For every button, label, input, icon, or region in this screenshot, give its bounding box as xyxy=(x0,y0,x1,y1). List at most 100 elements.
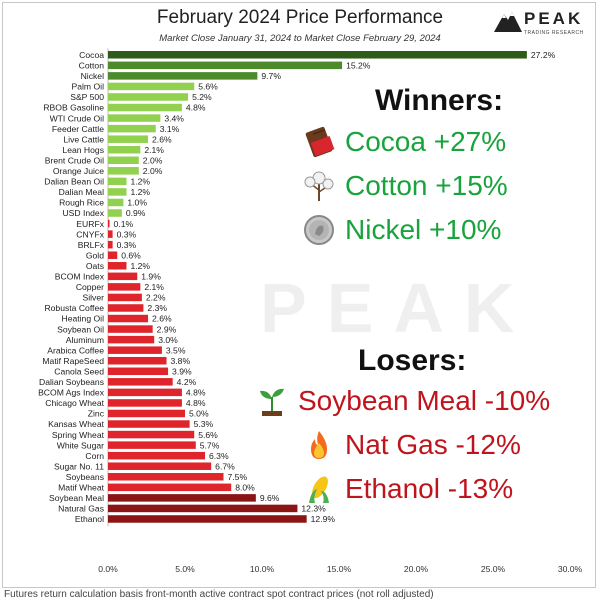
category-label: Feeder Cattle xyxy=(52,124,104,134)
seedling-icon xyxy=(260,388,284,416)
value-label: 0.9% xyxy=(126,208,146,218)
category-label: Gold xyxy=(86,250,104,260)
loser-item: Soybean Meal -10% xyxy=(256,385,550,417)
bar xyxy=(108,283,141,291)
value-label: 4.8% xyxy=(186,388,206,398)
value-label: 1.9% xyxy=(141,272,161,282)
category-label: Soybean Meal xyxy=(49,493,104,503)
value-label: 5.6% xyxy=(198,82,218,92)
category-label: Dalian Bean Oil xyxy=(44,177,104,187)
value-label: 3.9% xyxy=(172,366,192,376)
x-tick-label: 10.0% xyxy=(250,564,275,574)
bar xyxy=(108,167,139,175)
bar xyxy=(108,72,258,80)
bar xyxy=(108,262,127,270)
category-label: Sugar No. 11 xyxy=(54,461,104,471)
loser-label: Ethanol -13% xyxy=(345,473,514,504)
value-label: 1.2% xyxy=(130,177,150,187)
bar xyxy=(108,409,185,418)
category-label: Matif Wheat xyxy=(58,483,104,493)
x-tick-label: 30.0% xyxy=(558,564,583,574)
value-label: 0.6% xyxy=(121,250,141,260)
value-label: 4.2% xyxy=(177,377,197,387)
x-tick-label: 0.0% xyxy=(98,564,118,574)
bar xyxy=(108,188,127,196)
value-label: 3.8% xyxy=(171,356,191,366)
peak-logo: PEAK TRADING RESEARCH xyxy=(494,6,594,46)
category-label: CNYFx xyxy=(76,229,104,239)
category-label: WTI Crude Oil xyxy=(50,113,105,123)
bar xyxy=(108,483,232,492)
bar xyxy=(108,378,173,386)
category-label: Dalian Meal xyxy=(59,187,104,197)
category-label: Ethanol xyxy=(75,514,104,524)
value-label: 8.0% xyxy=(235,483,255,493)
category-label: Cocoa xyxy=(79,50,104,60)
losers-heading: Losers: xyxy=(358,344,467,377)
bar xyxy=(108,124,156,133)
bar xyxy=(108,462,212,470)
value-label: 6.7% xyxy=(215,461,235,471)
bar xyxy=(108,399,182,407)
bar xyxy=(108,473,224,481)
category-label: RBOB Gasoline xyxy=(43,103,104,113)
category-label: Canola Seed xyxy=(54,366,104,376)
value-label: 15.2% xyxy=(346,61,371,71)
category-label: Nickel xyxy=(81,71,104,81)
value-label: 6.3% xyxy=(209,451,229,461)
bar xyxy=(108,82,195,91)
category-label: Cotton xyxy=(79,61,105,71)
value-label: 9.7% xyxy=(261,71,281,81)
category-label: Live Cattle xyxy=(63,134,104,144)
bar xyxy=(108,209,122,217)
winner-label: Nickel +10% xyxy=(345,214,502,245)
bar xyxy=(108,251,118,259)
value-label: 2.1% xyxy=(144,282,164,292)
bar xyxy=(108,515,307,523)
category-label: White Sugar xyxy=(57,440,104,450)
watermark: PEAK xyxy=(260,269,535,347)
category-label: USD Index xyxy=(62,208,104,218)
category-label: Soybeans xyxy=(66,472,104,482)
bar xyxy=(108,114,161,122)
value-label: 5.0% xyxy=(189,409,209,419)
category-label: Arabica Coffee xyxy=(47,345,104,355)
bar xyxy=(108,61,343,70)
value-label: 7.5% xyxy=(228,472,248,482)
bar xyxy=(108,156,139,165)
category-label: Matif RapeSeed xyxy=(42,356,104,366)
value-label: 3.0% xyxy=(158,335,178,345)
value-label: 0.3% xyxy=(117,229,137,239)
category-label: BRLFx xyxy=(78,240,105,250)
value-label: 27.2% xyxy=(531,50,556,60)
coin-icon xyxy=(304,215,334,245)
cotton-icon xyxy=(304,171,334,201)
bar xyxy=(108,198,124,207)
category-label: Brent Crude Oil xyxy=(45,155,104,165)
value-label: 3.4% xyxy=(164,113,184,123)
bar xyxy=(108,335,155,344)
category-label: Palm Oil xyxy=(72,82,105,92)
loser-label: Soybean Meal -10% xyxy=(298,385,551,416)
category-label: BCOM Index xyxy=(55,272,105,282)
winner-item: Nickel +10% xyxy=(303,214,501,246)
category-label: EURFx xyxy=(76,219,104,229)
chocolate-icon xyxy=(305,126,335,158)
category-label: BCOM Ags Index xyxy=(38,388,105,398)
bar xyxy=(108,230,113,238)
logo-tagline: TRADING RESEARCH xyxy=(524,30,584,36)
value-label: 2.6% xyxy=(152,314,172,324)
bar xyxy=(108,93,189,101)
bar xyxy=(108,177,127,186)
bar xyxy=(108,356,167,365)
bar xyxy=(108,135,149,143)
bar xyxy=(108,51,527,59)
value-label: 1.0% xyxy=(127,198,147,208)
value-label: 2.1% xyxy=(144,145,164,155)
mountain-icon xyxy=(494,12,522,32)
category-label: Natural Gas xyxy=(58,504,104,514)
category-label: Aluminum xyxy=(66,335,104,345)
value-label: 5.6% xyxy=(198,430,218,440)
category-label: Rough Rice xyxy=(59,198,104,208)
